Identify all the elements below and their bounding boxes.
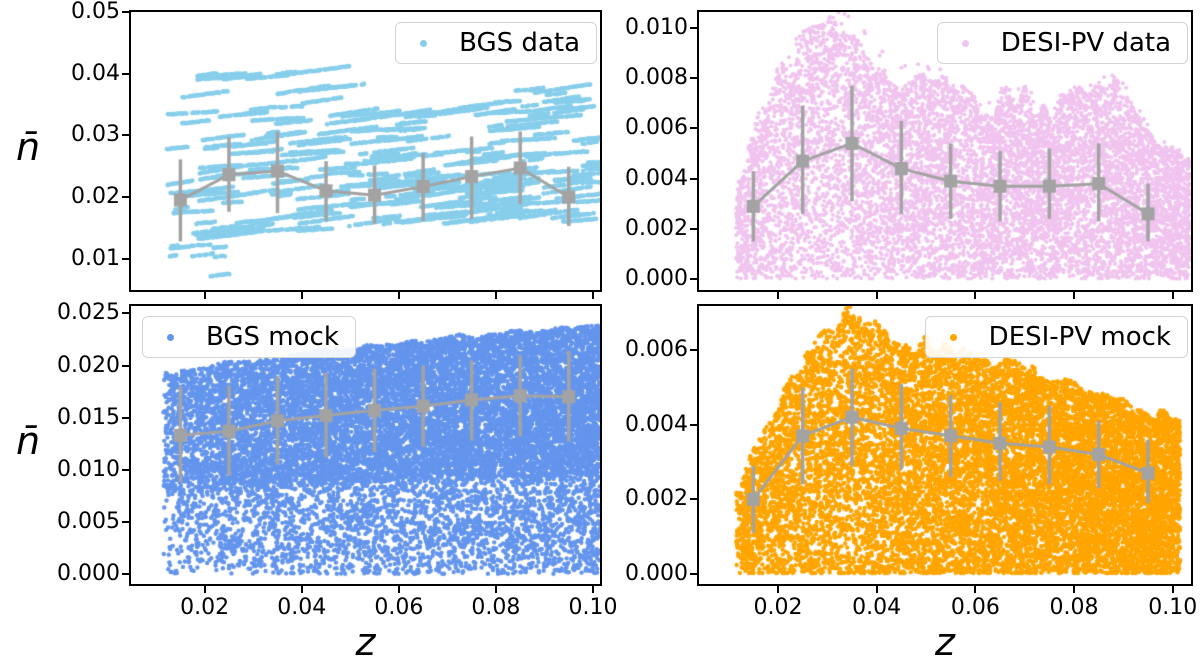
y-tick-label: 0.000 — [625, 561, 688, 587]
y-tick-label: 0.002 — [625, 486, 688, 512]
x-tick-label: 0.06 — [374, 595, 424, 620]
x-tick-mark — [203, 586, 206, 593]
y-tick-label: 0.025 — [57, 300, 120, 326]
y-tick-mark — [690, 573, 697, 576]
y-tick-mark — [690, 177, 697, 180]
x-tick-mark — [776, 586, 779, 593]
x-tick-mark — [974, 586, 977, 593]
y-tick-mark — [690, 227, 697, 230]
y-tick-mark — [122, 72, 129, 75]
x-tick-mark — [776, 292, 779, 299]
y-tick-mark — [690, 423, 697, 426]
y-tick-label: 0.010 — [57, 456, 120, 482]
x-tick-label: 0.04 — [277, 595, 327, 620]
x-tick-mark — [494, 292, 497, 299]
y-axis-label-bottom: n̄ — [16, 419, 41, 463]
bgs-data-legend-marker-icon — [420, 39, 428, 47]
y-tick-label: 0.02 — [71, 183, 120, 209]
x-tick-label: 0.08 — [471, 595, 521, 620]
desi-pv-data-legend-label: DESI-PV data — [1000, 28, 1171, 58]
y-tick-label: 0.020 — [57, 352, 120, 378]
x-tick-label: 0.10 — [1148, 595, 1198, 620]
desi-pv-data-legend: DESI-PV data — [936, 22, 1188, 64]
x-tick-mark — [397, 292, 400, 299]
bgs-mock-legend: BGS mock — [142, 316, 356, 358]
bgs-data-legend: BGS data — [395, 22, 597, 64]
x-tick-label: 0.10 — [568, 595, 618, 620]
desi-pv-mock-legend-marker-icon — [949, 333, 957, 341]
y-tick-label: 0.004 — [625, 165, 688, 191]
y-tick-label: 0.006 — [625, 336, 688, 362]
y-tick-label: 0.000 — [625, 266, 688, 292]
x-tick-mark — [494, 586, 497, 593]
y-tick-mark — [122, 364, 129, 367]
y-tick-mark — [122, 312, 129, 315]
y-tick-label: 0.008 — [625, 65, 688, 91]
x-tick-mark — [300, 292, 303, 299]
bgs-mock-legend-label: BGS mock — [206, 322, 339, 352]
y-tick-mark — [122, 468, 129, 471]
desi-pv-mock-legend-label: DESI-PV mock — [988, 322, 1171, 352]
panel-bgs-data: BGS data — [129, 10, 602, 292]
panel-bgs-mock: BGS mock — [129, 304, 602, 586]
x-tick-mark — [1073, 586, 1076, 593]
desi-pv-data-legend-marker-icon — [961, 39, 969, 47]
x-tick-mark — [300, 586, 303, 593]
y-tick-label: 0.010 — [625, 14, 688, 40]
panel-desi-pv-mock: DESI-PV mock — [697, 304, 1193, 586]
x-tick-mark — [592, 292, 595, 299]
x-tick-mark — [397, 586, 400, 593]
x-tick-mark — [1073, 292, 1076, 299]
y-tick-label: 0.04 — [71, 60, 120, 86]
x-tick-label: 0.04 — [852, 595, 902, 620]
x-tick-mark — [1171, 586, 1174, 593]
x-tick-mark — [592, 586, 595, 593]
y-axis-label-top: n̄ — [16, 125, 41, 169]
y-tick-mark — [690, 278, 697, 281]
y-tick-mark — [690, 127, 697, 130]
y-tick-mark — [122, 573, 129, 575]
x-tick-label: 0.02 — [753, 595, 803, 620]
y-tick-mark — [122, 520, 129, 523]
x-tick-mark — [974, 292, 977, 299]
x-tick-label: 0.08 — [1049, 595, 1099, 620]
y-tick-label: 0.006 — [625, 115, 688, 141]
bgs-data-legend-label: BGS data — [459, 28, 580, 58]
y-tick-mark — [122, 195, 129, 198]
y-tick-label: 0.002 — [625, 215, 688, 241]
x-tick-label: 0.06 — [950, 595, 1000, 620]
y-tick-mark — [122, 257, 129, 260]
desi-pv-mock-legend: DESI-PV mock — [924, 316, 1188, 358]
y-tick-mark — [690, 348, 697, 351]
panel-desi-pv-data: DESI-PV data — [697, 10, 1193, 292]
x-tick-mark — [1171, 292, 1174, 299]
y-tick-label: 0.05 — [71, 0, 120, 24]
y-tick-mark — [690, 77, 697, 80]
y-tick-label: 0.01 — [71, 245, 120, 271]
x-axis-label-left: z — [355, 620, 376, 664]
y-tick-label: 0.004 — [625, 411, 688, 437]
y-tick-label: 0.015 — [57, 404, 120, 430]
x-axis-label-right: z — [935, 620, 955, 664]
y-tick-mark — [122, 134, 129, 137]
y-tick-label: 0.03 — [71, 122, 120, 148]
y-tick-mark — [122, 416, 129, 419]
y-tick-mark — [122, 10, 129, 13]
y-tick-label: 0.005 — [57, 508, 120, 534]
x-tick-mark — [875, 292, 878, 299]
x-tick-mark — [875, 586, 878, 593]
bgs-mock-legend-marker-icon — [167, 333, 174, 341]
y-tick-label: 0.000 — [57, 561, 120, 586]
y-tick-mark — [690, 498, 697, 501]
y-tick-mark — [690, 26, 697, 29]
x-tick-mark — [203, 292, 206, 299]
x-tick-label: 0.02 — [180, 595, 230, 620]
